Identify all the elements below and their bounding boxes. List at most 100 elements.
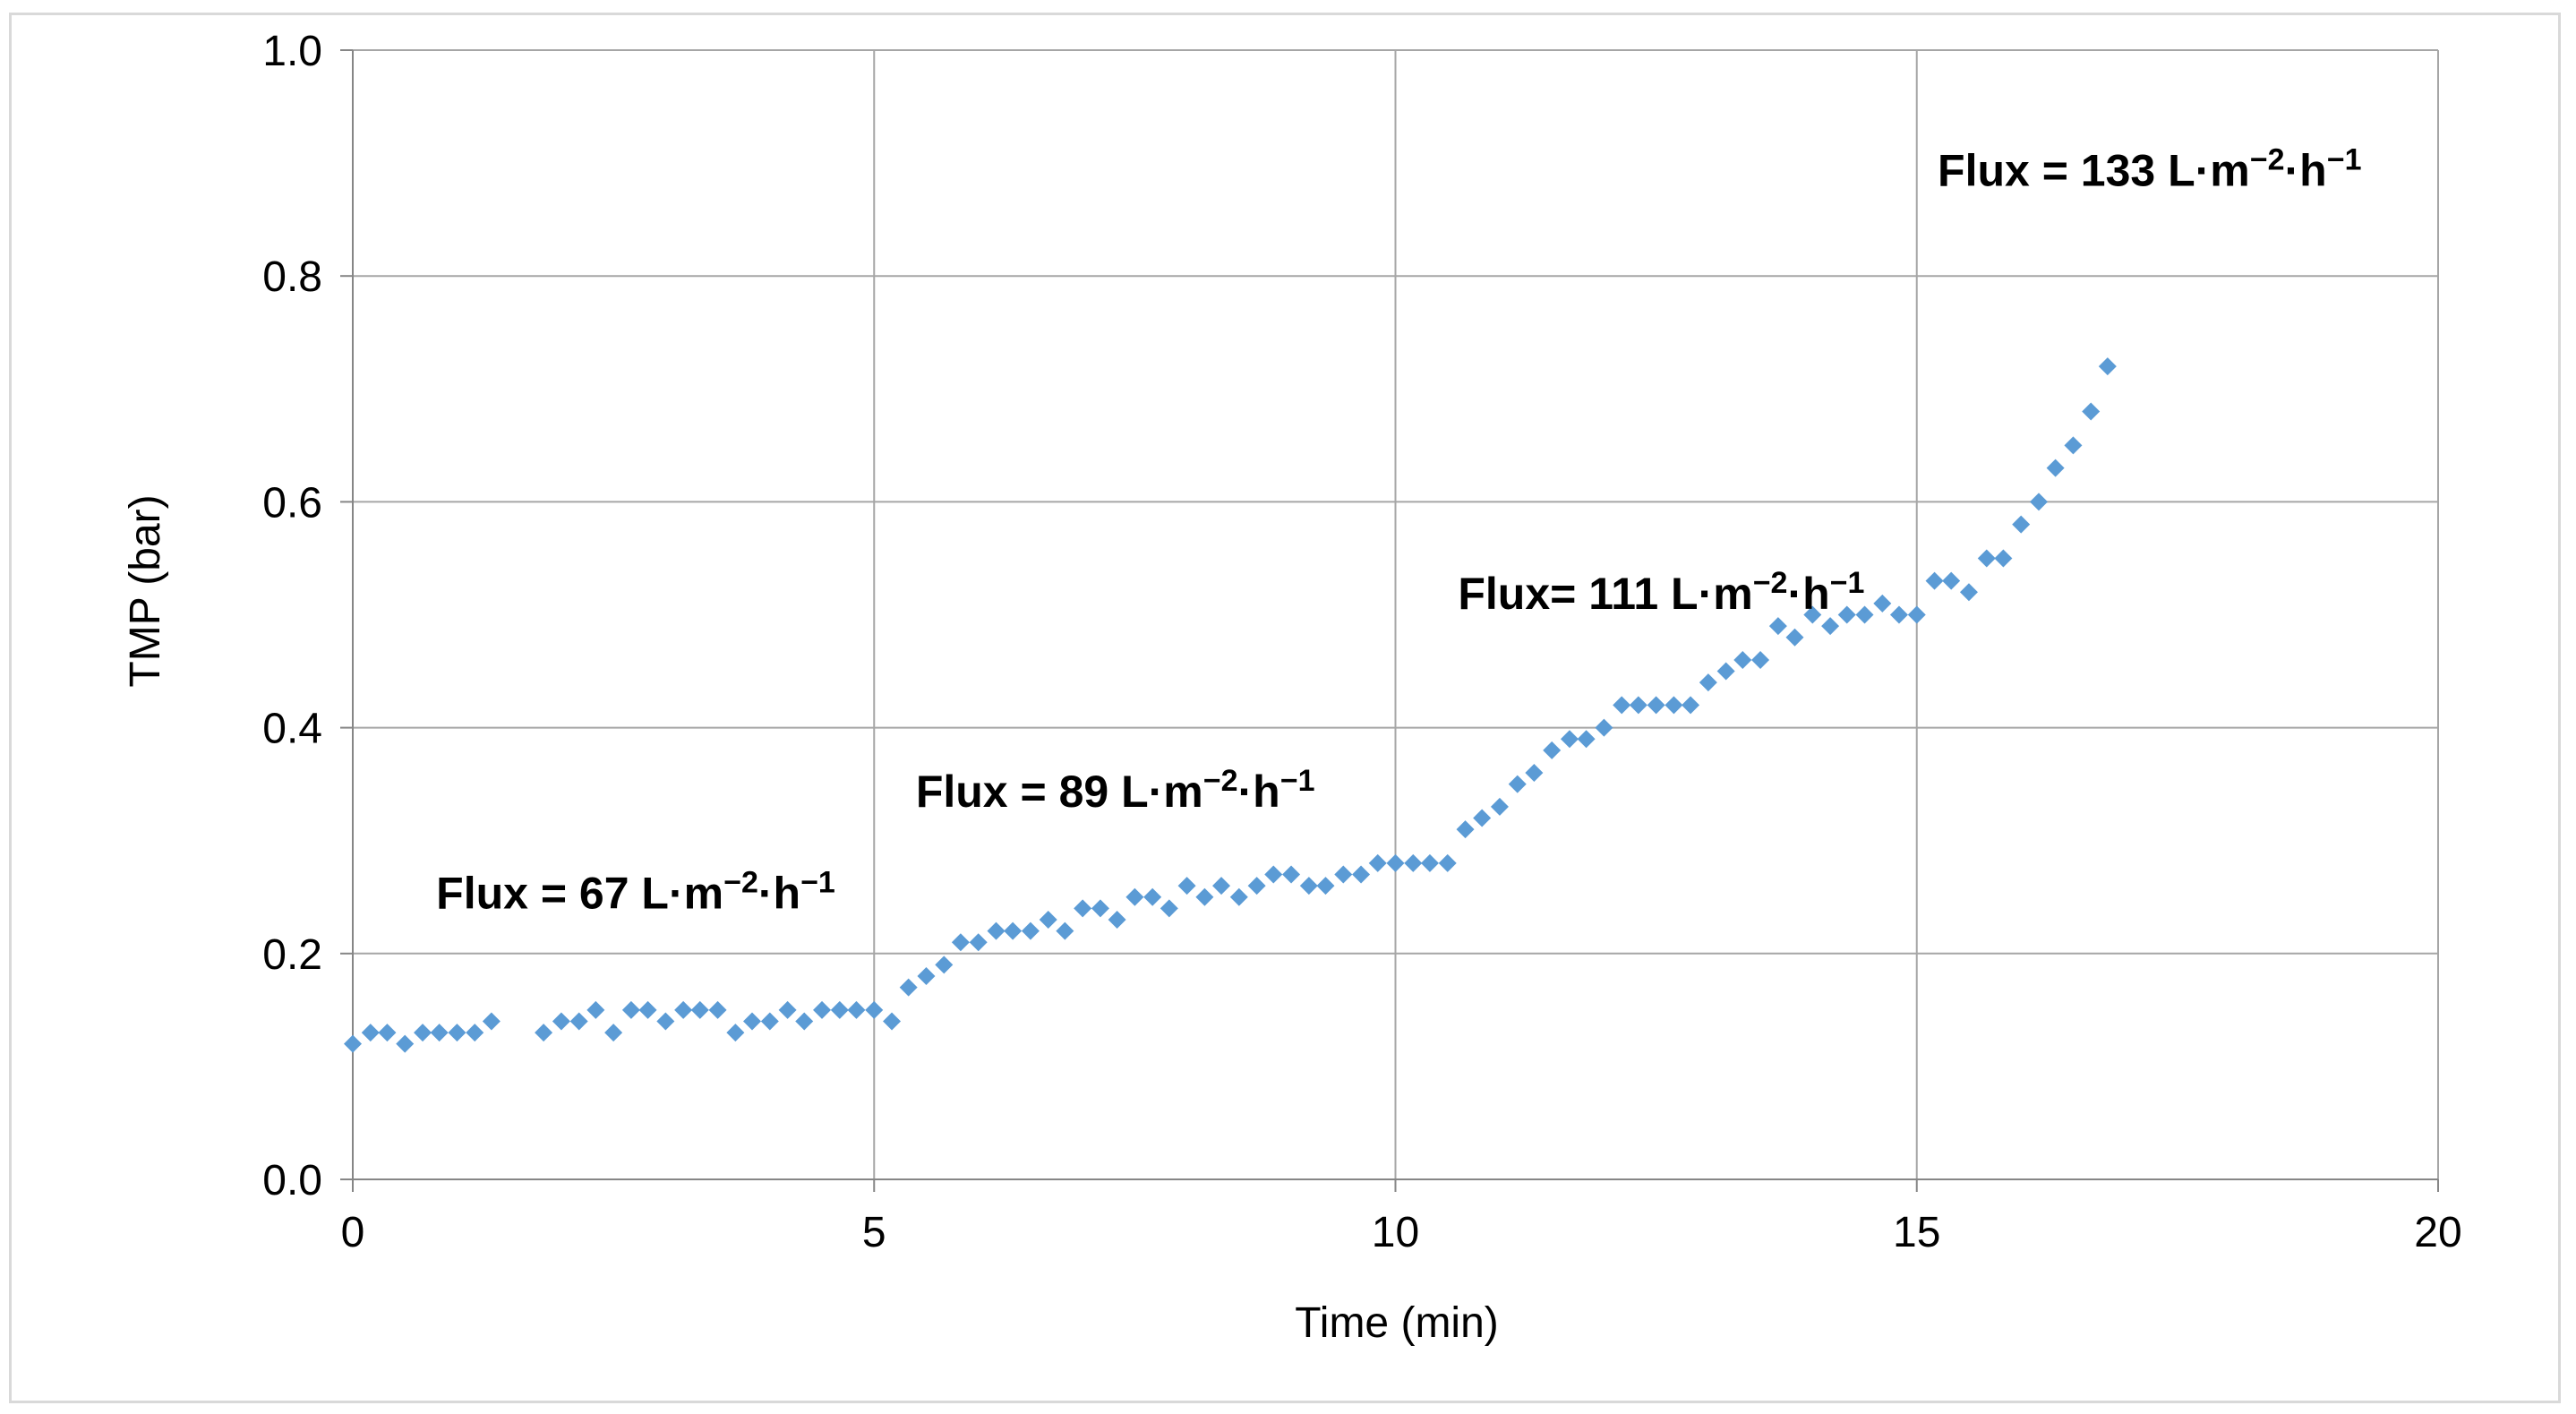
- data-point: [1143, 887, 1162, 906]
- data-point: [1091, 899, 1109, 918]
- data-point: [1473, 809, 1492, 827]
- data-point: [1056, 921, 1074, 940]
- data-point: [1925, 571, 1944, 590]
- data-point: [656, 1012, 675, 1031]
- data-point: [1334, 865, 1353, 884]
- data-point: [466, 1024, 484, 1042]
- data-point: [2098, 357, 2117, 376]
- data-point: [396, 1034, 415, 1053]
- data-point: [2082, 402, 2101, 421]
- data-point: [1456, 820, 1475, 839]
- data-point: [1751, 650, 1770, 669]
- flux-annotation: Flux = 133 L·m−2·h−1: [1938, 142, 2361, 195]
- data-point: [690, 1000, 709, 1019]
- data-point: [1716, 662, 1735, 681]
- data-point: [743, 1012, 762, 1031]
- data-point: [1386, 853, 1405, 872]
- y-tick-label: 1.0: [262, 28, 322, 75]
- flux-annotation: Flux = 89 L·m−2·h−1: [916, 764, 1315, 817]
- data-point: [1004, 921, 1023, 940]
- data-point: [2012, 515, 2031, 534]
- data-point: [414, 1024, 432, 1042]
- data-point: [813, 1000, 832, 1019]
- data-point: [2046, 458, 2065, 477]
- data-point: [778, 1000, 797, 1019]
- data-point: [1907, 605, 1926, 624]
- data-point: [1195, 887, 1214, 906]
- x-tick-label: 10: [1372, 1209, 1419, 1256]
- data-point: [1629, 696, 1647, 715]
- data-point: [482, 1012, 501, 1031]
- data-point: [1299, 877, 1318, 896]
- data-point: [951, 933, 970, 952]
- x-axis-title: Time (min): [1295, 1299, 1499, 1347]
- data-point: [1212, 877, 1231, 896]
- data-point: [1021, 921, 1040, 940]
- data-point: [1543, 741, 1562, 759]
- data-point: [760, 1012, 779, 1031]
- data-point: [1959, 583, 1978, 602]
- data-point: [726, 1024, 745, 1042]
- data-point: [899, 978, 918, 997]
- data-point: [674, 1000, 693, 1019]
- x-tick-label: 20: [2414, 1209, 2461, 1256]
- data-points: [344, 357, 2117, 1053]
- flux-annotation: Flux = 67 L·m−2·h−1: [436, 865, 835, 918]
- data-point: [1438, 853, 1457, 872]
- x-tick-label: 15: [1893, 1209, 1940, 1256]
- data-point: [1855, 605, 1874, 624]
- data-point: [1404, 853, 1423, 872]
- x-tick-label: 5: [862, 1209, 886, 1256]
- data-point: [935, 956, 954, 974]
- data-point: [1889, 605, 1908, 624]
- data-point: [1977, 549, 1996, 568]
- data-point: [1803, 605, 1822, 624]
- tick-labels: 0.0 0.2 0.4 0.6 0.8 1.0 0 5 10 15 20: [262, 28, 2461, 1256]
- chart-frame: [9, 13, 2561, 1403]
- data-point: [830, 1000, 849, 1019]
- data-point: [1994, 549, 2013, 568]
- data-point: [1125, 887, 1144, 906]
- data-point: [847, 1000, 866, 1019]
- flux-annotations: Flux = 67 L·m−2·h−1 Flux = 89 L·m−2·h−1 Fl…: [436, 142, 2361, 918]
- data-point: [535, 1024, 553, 1042]
- data-point: [1577, 730, 1596, 749]
- data-point: [1665, 696, 1683, 715]
- axes: [340, 49, 2439, 1192]
- data-point: [1160, 899, 1178, 918]
- data-point: [1873, 594, 1892, 613]
- y-tick-label: 0.6: [262, 479, 322, 527]
- data-point: [1508, 775, 1527, 793]
- data-point: [1560, 730, 1579, 749]
- data-point: [1699, 673, 1717, 692]
- data-point: [430, 1024, 449, 1042]
- y-axis-title: TMP (bar): [122, 494, 169, 687]
- data-point: [917, 967, 936, 986]
- y-tick-label: 0.8: [262, 253, 322, 301]
- data-point: [1108, 910, 1126, 929]
- data-point: [1316, 877, 1335, 896]
- data-point: [865, 1000, 884, 1019]
- data-point: [1647, 696, 1665, 715]
- data-point: [1682, 696, 1700, 715]
- data-point: [344, 1034, 362, 1053]
- data-point: [621, 1000, 640, 1019]
- x-tick-label: 0: [341, 1209, 365, 1256]
- data-point: [1420, 853, 1439, 872]
- data-point: [1352, 865, 1371, 884]
- data-point: [1837, 605, 1856, 624]
- data-point: [969, 933, 988, 952]
- flux-annotation: Flux= 111 L·m−2·h−1: [1458, 566, 1864, 619]
- data-point: [1177, 877, 1196, 896]
- data-point: [1368, 853, 1387, 872]
- data-point: [1264, 865, 1283, 884]
- data-point: [1595, 718, 1613, 737]
- data-point: [1768, 617, 1787, 636]
- data-point: [1942, 571, 1961, 590]
- data-point: [552, 1012, 570, 1031]
- y-tick-label: 0.0: [262, 1157, 322, 1204]
- data-point: [1282, 865, 1301, 884]
- data-point: [1525, 764, 1544, 783]
- data-point: [2029, 493, 2048, 511]
